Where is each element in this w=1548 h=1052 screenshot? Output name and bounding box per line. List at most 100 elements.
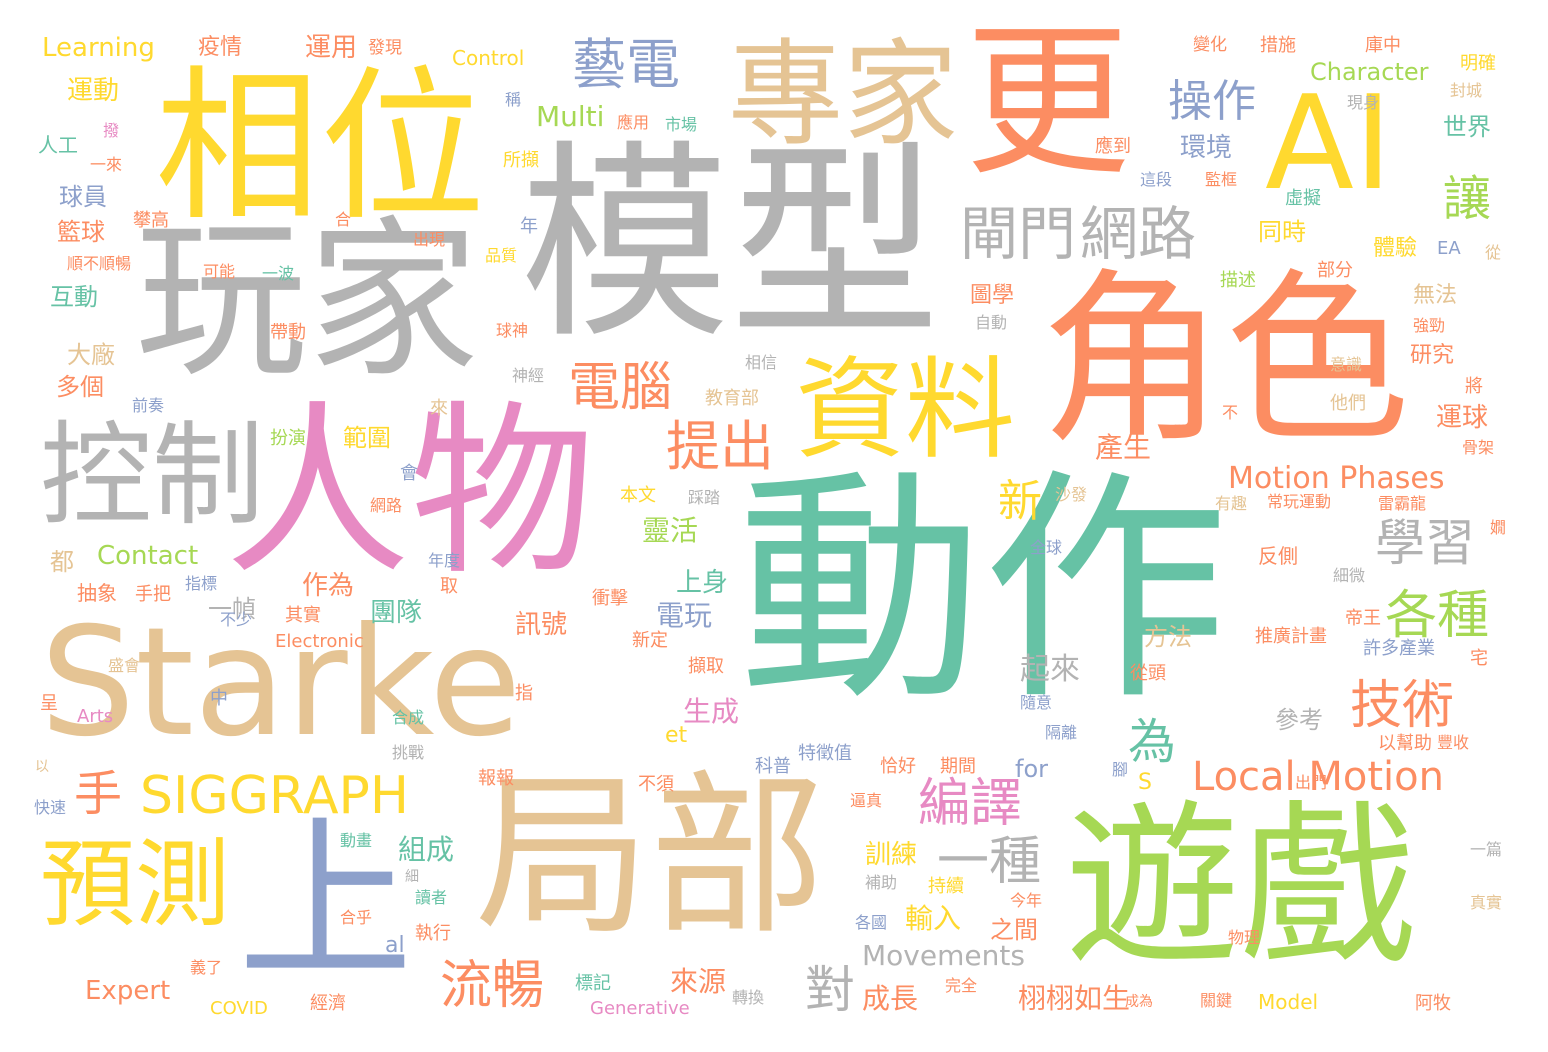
word: EA <box>1437 238 1461 259</box>
word: 撥 <box>103 121 120 140</box>
word: 將 <box>1465 376 1483 397</box>
word: 物理 <box>1228 928 1261 947</box>
word: 從頭 <box>1130 663 1166 684</box>
word: 挑戰 <box>392 743 425 762</box>
word: 快速 <box>34 798 67 817</box>
word: 資料 <box>795 346 1015 474</box>
word: 推廣計畫 <box>1255 626 1327 647</box>
word: 神經 <box>512 366 545 385</box>
word: 以 <box>35 759 49 775</box>
word: 編譯 <box>918 774 1023 834</box>
word: 技術 <box>1350 676 1455 736</box>
word: 指 <box>515 683 533 704</box>
word: 宅 <box>1470 648 1488 669</box>
word: 作為 <box>302 571 355 601</box>
word: 更 <box>965 6 1130 198</box>
word: 變化 <box>1193 35 1227 55</box>
word: 特徵值 <box>798 743 852 764</box>
word: 對 <box>805 961 855 1019</box>
word: Local Motion <box>1192 754 1444 800</box>
word: 預測 <box>40 830 231 940</box>
word: 以幫助 <box>1378 733 1432 754</box>
word: Electronic <box>275 631 364 652</box>
word: 執行 <box>415 923 451 944</box>
word: 世界 <box>1443 113 1491 141</box>
word: 應用 <box>617 113 650 132</box>
word: 帝王 <box>1345 608 1381 629</box>
word: 他們 <box>1330 393 1366 414</box>
word: 閘門 <box>960 200 1077 268</box>
word: 方法 <box>1144 623 1192 651</box>
word: Multi <box>536 100 605 133</box>
word: 自動 <box>975 313 1008 332</box>
word: 起來 <box>1020 652 1080 687</box>
word: 出門 <box>1295 773 1328 792</box>
word: 局部 <box>475 756 825 959</box>
word: 產生 <box>1095 431 1152 464</box>
word: 互動 <box>50 283 98 311</box>
word: 各國 <box>855 913 888 932</box>
word: 順不順暢 <box>67 254 132 273</box>
word: 應到 <box>1095 136 1131 157</box>
word: Contact <box>97 541 199 571</box>
word: 科普 <box>755 756 791 777</box>
word: 反側 <box>1258 544 1298 568</box>
word: 措施 <box>1260 35 1296 56</box>
word: 這段 <box>1140 170 1173 189</box>
word: 教育部 <box>705 388 759 409</box>
word: 隔離 <box>1045 723 1078 742</box>
word: 來源 <box>670 965 727 998</box>
word: 隨意 <box>1020 693 1053 712</box>
word: 豐收 <box>1437 733 1470 752</box>
word: 帶動 <box>270 322 306 343</box>
word: 有趣 <box>1215 494 1248 513</box>
word: 網路 <box>370 496 403 515</box>
word: Control <box>452 46 525 70</box>
word: Learning <box>42 33 155 63</box>
word: Model <box>1258 990 1319 1014</box>
word: 部分 <box>1317 260 1353 281</box>
word: 新 <box>998 476 1042 527</box>
word: 明確 <box>1460 53 1496 74</box>
word: 模型 <box>520 122 941 367</box>
word: 體驗 <box>1373 236 1418 261</box>
word: 靈活 <box>642 514 699 547</box>
word: 流暢 <box>440 956 545 1016</box>
word: 角色 <box>1040 252 1410 468</box>
word: 來 <box>430 398 448 419</box>
word: 報報 <box>478 768 514 789</box>
word: 強勁 <box>1413 316 1446 335</box>
word: 期間 <box>940 756 976 777</box>
word: 阿牧 <box>1415 993 1451 1014</box>
word: 意識 <box>1330 355 1363 374</box>
word: 成為 <box>1125 994 1153 1010</box>
word: 多個 <box>56 373 104 401</box>
word: 團隊 <box>370 598 423 628</box>
word: 封城 <box>1450 81 1483 100</box>
word: for <box>1015 755 1048 783</box>
word: 動畫 <box>340 831 373 850</box>
word: 手 <box>74 766 123 822</box>
word: 持續 <box>928 876 964 897</box>
word: 現身 <box>1347 93 1380 112</box>
word: 提出 <box>666 415 774 478</box>
word: 義了 <box>190 958 223 977</box>
word: 動作 <box>738 448 1228 733</box>
word: 不須 <box>638 774 674 795</box>
word: 讓 <box>1443 171 1492 227</box>
word: 疫情 <box>198 35 243 60</box>
word: 描述 <box>1220 270 1256 291</box>
word: 指標 <box>185 574 218 593</box>
word: 其實 <box>285 605 321 626</box>
word: 合成 <box>392 708 425 727</box>
word: 抽象 <box>77 581 117 605</box>
word: 訓練 <box>865 840 918 870</box>
word: 從 <box>1485 243 1502 262</box>
word: 本文 <box>620 485 656 506</box>
word: 細 <box>405 869 419 885</box>
word: 沙發 <box>1055 485 1088 504</box>
word: al <box>385 933 405 958</box>
word: 可能 <box>203 262 236 281</box>
word: 手把 <box>135 584 171 605</box>
